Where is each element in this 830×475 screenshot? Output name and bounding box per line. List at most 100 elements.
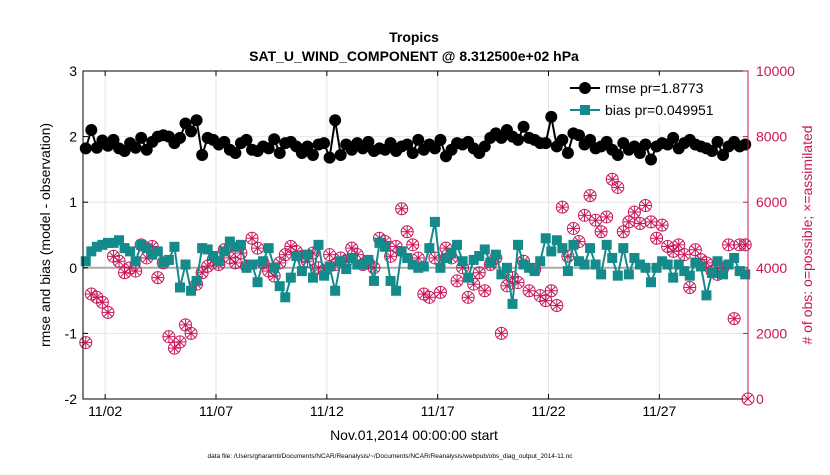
bias-point bbox=[612, 270, 623, 281]
legend-rmse-label: rmse pr=1.8773 bbox=[605, 80, 704, 96]
rmse-point bbox=[584, 133, 597, 146]
bias-point bbox=[579, 259, 590, 270]
obs-assimilated-marker bbox=[168, 342, 181, 355]
bias-point bbox=[551, 235, 562, 246]
obs-assimilated-marker bbox=[107, 250, 120, 263]
y-axis-label-right: # of obs: o=possible; ×=assimilated bbox=[799, 125, 815, 344]
obs-assimilated-marker bbox=[617, 225, 630, 238]
bias-point bbox=[363, 254, 374, 265]
bias-point bbox=[740, 269, 751, 280]
bias-point bbox=[413, 262, 424, 273]
bias-point bbox=[446, 248, 457, 259]
rmse-point bbox=[229, 147, 242, 159]
rmse-point bbox=[739, 138, 752, 151]
bias-point bbox=[291, 250, 302, 261]
chart-title: Tropics bbox=[389, 29, 439, 45]
legend-bias-label: bias pr=0.049951 bbox=[605, 102, 714, 118]
obs-assimilated-marker bbox=[600, 210, 613, 223]
obs-assimilated-marker bbox=[451, 274, 464, 287]
bias-point bbox=[80, 256, 91, 267]
bias-point bbox=[302, 249, 313, 260]
obs-assimilated-marker bbox=[113, 255, 126, 268]
bias-point bbox=[319, 270, 330, 281]
obs-assimilated-marker bbox=[423, 291, 436, 304]
axis-layer: 11/02 11/07 11/12 11/17 11/22 11/27 -2 -1 0 1 2 3 0 2… bbox=[65, 63, 796, 419]
obs-assimilated-marker bbox=[179, 318, 192, 331]
rmse-point bbox=[633, 147, 646, 159]
bias-point bbox=[701, 290, 712, 301]
bias-point bbox=[524, 262, 535, 273]
rmse-point bbox=[79, 142, 92, 155]
legend-bias-marker bbox=[580, 105, 590, 115]
bias-point bbox=[424, 243, 435, 254]
bias-point bbox=[662, 259, 673, 270]
bias-point bbox=[490, 249, 501, 260]
obs-assimilated-marker bbox=[545, 284, 558, 297]
bias-point bbox=[391, 285, 402, 296]
bias-point bbox=[568, 239, 579, 250]
obs-assimilated-marker bbox=[96, 296, 109, 309]
bias-point bbox=[501, 262, 512, 273]
obs-assimilated-marker bbox=[201, 260, 214, 273]
bias-point bbox=[673, 259, 684, 270]
obs-assimilated-marker bbox=[151, 271, 164, 284]
obs-assimilated-marker bbox=[523, 284, 536, 297]
rmse-point bbox=[561, 147, 574, 159]
bias-point bbox=[557, 243, 568, 254]
x-tick-label: 11/07 bbox=[199, 403, 233, 419]
obs-assimilated-marker bbox=[556, 201, 569, 214]
bias-point bbox=[529, 266, 540, 277]
obs-assimilated-marker bbox=[656, 219, 669, 232]
rmse-point bbox=[135, 131, 148, 144]
bias-series-layer bbox=[80, 216, 751, 309]
x-tick-label: 11/27 bbox=[642, 403, 676, 419]
obs-assimilated-marker bbox=[401, 225, 414, 238]
bias-point bbox=[435, 262, 446, 273]
rmse-point bbox=[667, 131, 680, 144]
obs-assimilated-marker bbox=[672, 238, 685, 251]
rmse-point bbox=[434, 133, 447, 146]
obs-assimilated-marker bbox=[683, 281, 696, 294]
bias-point bbox=[585, 243, 596, 254]
bias-point bbox=[269, 262, 280, 273]
rmse-point bbox=[572, 129, 585, 142]
bias-point bbox=[729, 252, 740, 263]
bias-point bbox=[440, 252, 451, 263]
obs-assimilated-marker bbox=[462, 291, 475, 304]
bias-point bbox=[646, 277, 657, 288]
x-axis-label: Nov.01,2014 00:00:00 start bbox=[330, 427, 498, 443]
bias-point bbox=[235, 239, 246, 250]
x-tick-label: 11/22 bbox=[532, 403, 566, 419]
obs-assimilated-marker bbox=[611, 181, 624, 194]
y-tick-label-right: 0 bbox=[756, 391, 764, 407]
obs-assimilated-marker bbox=[173, 335, 186, 348]
obs-assimilated-marker bbox=[279, 248, 292, 261]
obs-assimilated-marker bbox=[495, 327, 508, 340]
obs-assimilated-marker bbox=[622, 215, 635, 228]
rmse-point bbox=[412, 133, 425, 146]
bias-point bbox=[590, 259, 601, 270]
bias-point bbox=[180, 259, 191, 270]
rmse-point bbox=[329, 114, 342, 127]
bias-point bbox=[114, 235, 125, 246]
rmse-point bbox=[85, 124, 98, 137]
bias-point bbox=[396, 246, 407, 257]
rmse-point bbox=[190, 114, 203, 127]
y-tick-label-right: 4000 bbox=[756, 260, 787, 276]
bias-point bbox=[546, 246, 557, 257]
rmse-point bbox=[129, 141, 142, 154]
obs-assimilated-marker bbox=[345, 242, 358, 255]
bias-point bbox=[712, 256, 723, 267]
y-tick-label-right: 2000 bbox=[756, 325, 787, 341]
bias-point bbox=[562, 266, 573, 277]
obs-assimilated-marker bbox=[584, 189, 597, 202]
bias-point bbox=[596, 269, 607, 280]
bias-point bbox=[684, 270, 695, 281]
bias-point bbox=[341, 264, 352, 275]
bias-point bbox=[623, 269, 634, 280]
rmse-point bbox=[362, 135, 375, 148]
bias-point bbox=[485, 257, 496, 268]
rmse-point bbox=[406, 147, 419, 159]
obs-assimilated-marker bbox=[118, 266, 131, 279]
